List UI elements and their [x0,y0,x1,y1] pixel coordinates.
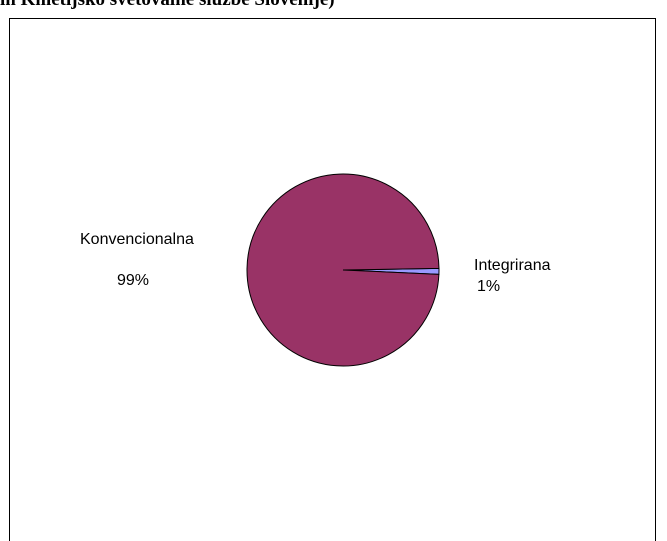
chart-frame [9,18,656,541]
slice-label: Integrirana [474,257,551,274]
pie-slice [246,173,440,367]
slice-value-label: 99% [117,272,149,289]
chart-title: in Kmetijsko svetovalne službe Slovenije… [0,0,335,10]
slice-value-label: 1% [477,278,500,295]
slice-label: Konvencionalna [80,231,194,248]
